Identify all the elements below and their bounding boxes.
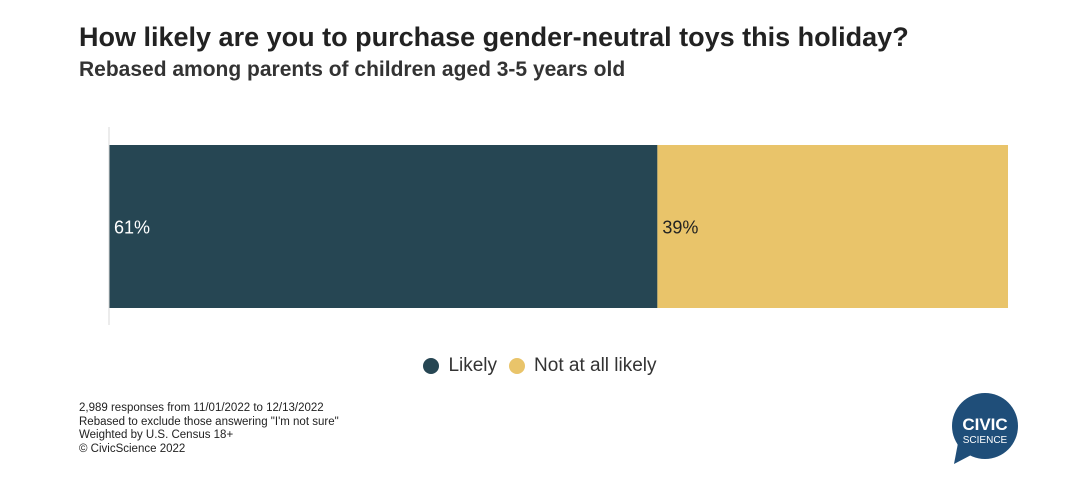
footnote-responses: 2,989 responses from 11/01/2022 to 12/13…: [79, 402, 324, 414]
logo-text-science: SCIENCE: [963, 435, 1008, 446]
logo-bubble: [952, 393, 1018, 459]
data-label-not-at-all-likely: 39%: [662, 218, 698, 238]
bar-segment-likely: [109, 145, 658, 308]
chart-subtitle: Rebased among parents of children aged 3…: [79, 58, 626, 81]
legend-label: Not at all likely: [534, 355, 657, 376]
chart-title: How likely are you to purchase gender-ne…: [79, 22, 909, 52]
civicscience-logo: CIVIC SCIENCE: [952, 393, 1018, 464]
legend: Likely Not at all likely: [0, 351, 1080, 381]
legend-item-not-at-all-likely: Not at all likely: [509, 355, 657, 377]
bar-group: 61% 39%: [109, 145, 1008, 308]
footnote-copyright: © CivicScience 2022: [79, 442, 186, 455]
bar-segment-not-at-all-likely: [657, 145, 1008, 308]
stacked-bar-chart: 61% 39%: [108, 127, 1008, 325]
legend-label: Likely: [448, 355, 498, 376]
logo-text-civic: CIVIC: [962, 415, 1007, 434]
footnote-rebased: Rebased to exclude those answering "I'm …: [79, 415, 339, 428]
data-label-likely: 61%: [114, 218, 150, 238]
legend-swatch: [423, 358, 440, 374]
logo-bubble-tail: [954, 443, 975, 464]
legend-swatch: [509, 358, 526, 374]
footnotes: 2,989 responses from 11/01/2022 to 12/13…: [79, 402, 339, 456]
footnote-weighting: Weighted by U.S. Census 18+: [79, 429, 234, 441]
legend-item-likely: Likely: [423, 355, 497, 377]
